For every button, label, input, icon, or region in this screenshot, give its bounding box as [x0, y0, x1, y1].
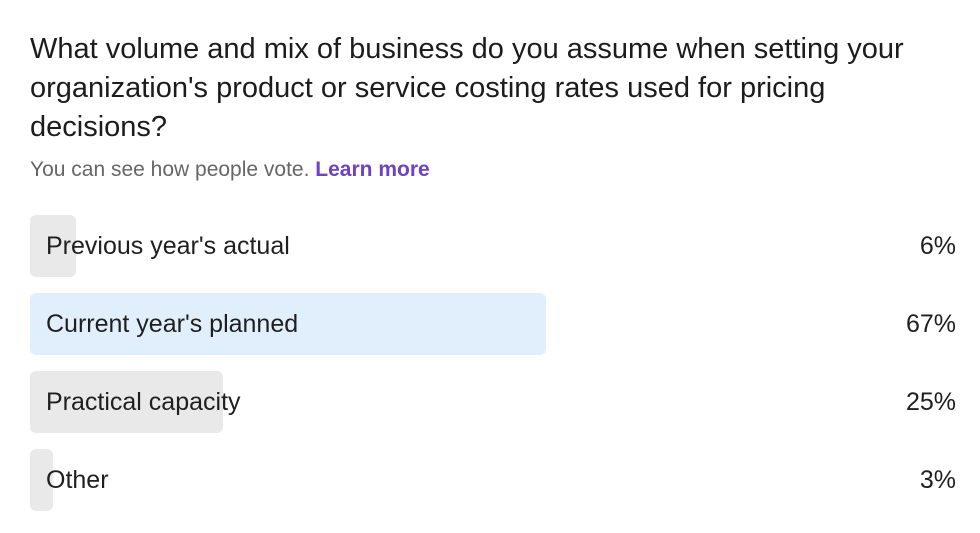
option-percent: 25% [905, 388, 956, 416]
poll-option-current-year[interactable]: Current year's planned 67% [30, 293, 956, 355]
poll-option-practical-capacity[interactable]: Practical capacity 25% [30, 371, 956, 433]
visibility-note: You can see how people vote. Learn more [30, 155, 430, 185]
poll-options: Previous year's actual 6% Current year's… [30, 215, 960, 527]
poll-option-other[interactable]: Other 3% [30, 449, 956, 511]
option-label: Other [46, 466, 109, 494]
option-label: Current year's planned [46, 310, 299, 338]
result-bar [30, 293, 546, 355]
learn-more-link[interactable]: Learn more [315, 158, 430, 181]
option-percent: 67% [905, 310, 956, 338]
result-bar [30, 449, 53, 511]
option-percent: 6% [919, 232, 956, 260]
result-bar [30, 215, 76, 277]
result-bar [30, 371, 223, 433]
poll-question: What volume and mix of business do you a… [30, 33, 904, 143]
visibility-note-text: You can see how people vote. [30, 158, 310, 181]
option-percent: 3% [919, 466, 956, 494]
option-label: Practical capacity [46, 388, 241, 416]
poll-option-previous-year[interactable]: Previous year's actual 6% [30, 215, 956, 277]
option-label: Previous year's actual [46, 232, 290, 260]
